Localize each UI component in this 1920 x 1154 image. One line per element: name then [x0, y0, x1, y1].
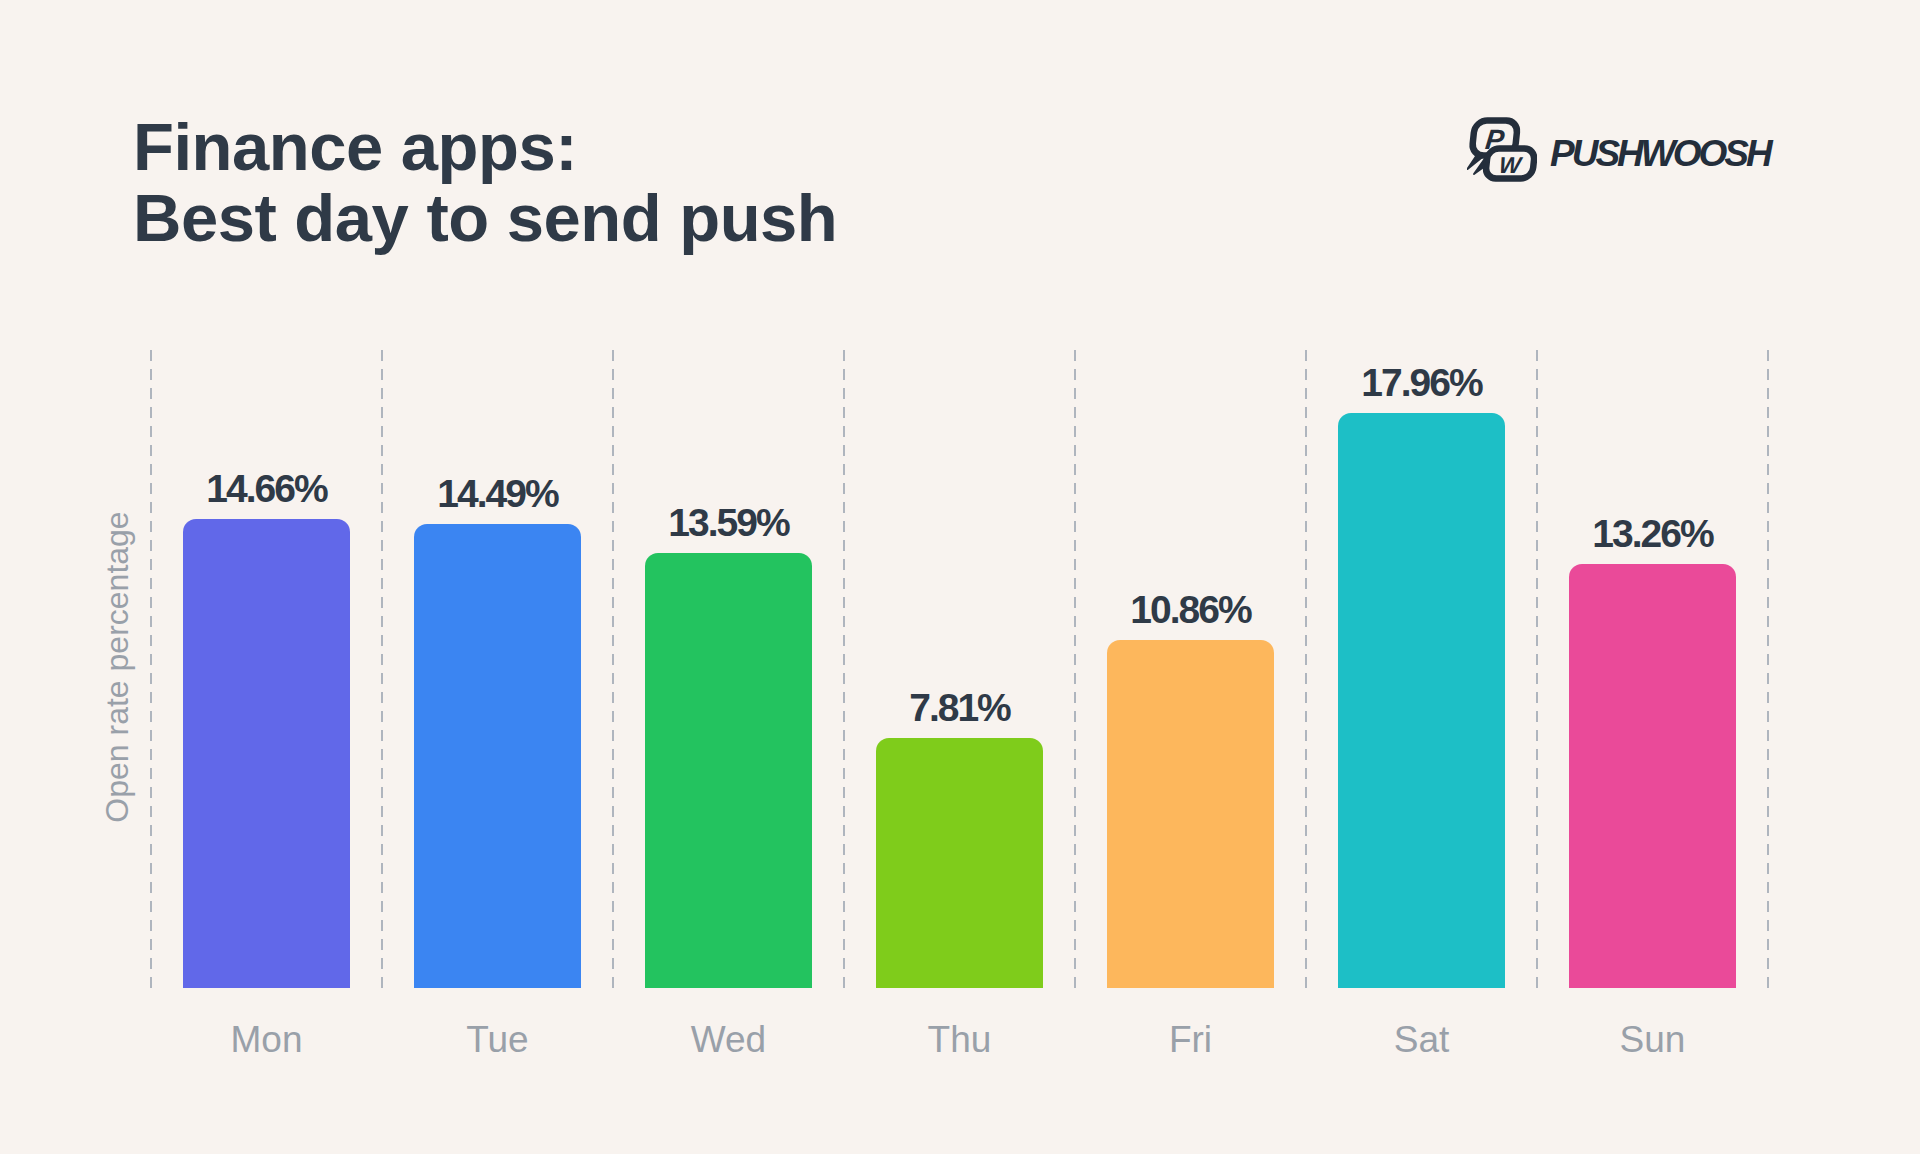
- bar-tue: [414, 524, 581, 988]
- x-tick-label-sat: Sat: [1394, 1021, 1450, 1058]
- bar-value-label-fri: 10.86%: [1130, 590, 1250, 629]
- bar-fri: [1107, 640, 1274, 988]
- x-tick-label-wed: Wed: [691, 1021, 766, 1058]
- bar-value-label-mon: 14.66%: [206, 469, 326, 508]
- bar-sun: [1569, 564, 1736, 988]
- infographic-page: Finance apps: Best day to send push P W …: [0, 0, 1920, 1154]
- x-tick-label-mon: Mon: [231, 1021, 303, 1058]
- bar-wed: [645, 553, 812, 988]
- dashed-gridline: [381, 346, 383, 988]
- bar-value-label-wed: 13.59%: [668, 503, 788, 542]
- x-tick-label-sun: Sun: [1620, 1021, 1686, 1058]
- bar-value-label-tue: 14.49%: [437, 474, 557, 513]
- dashed-gridline: [1536, 346, 1538, 988]
- bar-sat: [1338, 413, 1505, 988]
- bar-value-label-sun: 13.26%: [1592, 514, 1712, 553]
- bar-chart: 14.66% Mon 14.49% Tue 13.59% Wed 7.81% Thu 10.86…: [0, 0, 1920, 1154]
- bar-value-label-sat: 17.96%: [1361, 363, 1481, 402]
- dashed-gridline: [1305, 346, 1307, 988]
- x-tick-label-fri: Fri: [1169, 1021, 1212, 1058]
- bar-thu: [876, 738, 1043, 988]
- x-tick-label-thu: Thu: [928, 1021, 992, 1058]
- dashed-gridline: [150, 346, 152, 988]
- x-tick-label-tue: Tue: [466, 1021, 528, 1058]
- dashed-gridline: [612, 346, 614, 988]
- bar-mon: [183, 519, 350, 988]
- bar-value-label-thu: 7.81%: [909, 688, 1010, 727]
- dashed-gridline: [843, 346, 845, 988]
- dashed-gridline: [1767, 346, 1769, 988]
- dashed-gridline: [1074, 346, 1076, 988]
